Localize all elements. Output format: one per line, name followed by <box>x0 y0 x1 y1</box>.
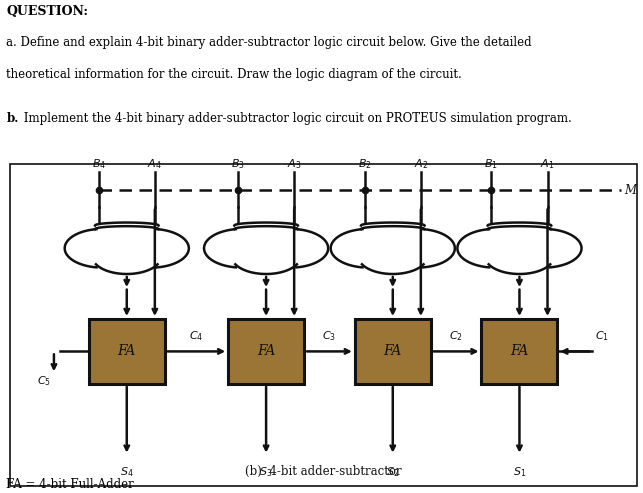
Text: theoretical information for the circuit. Draw the logic diagram of the circuit.: theoretical information for the circuit.… <box>6 68 462 81</box>
Text: $B_3$: $B_3$ <box>231 157 245 171</box>
Text: $C_5$: $C_5$ <box>37 374 51 388</box>
Text: FA: FA <box>257 345 275 358</box>
Bar <box>482 319 557 384</box>
Text: FA: FA <box>118 345 136 358</box>
Text: Implement the 4-bit binary adder-subtractor logic circuit on PROTEUS simulation : Implement the 4-bit binary adder-subtrac… <box>21 112 572 125</box>
Text: $B_1$: $B_1$ <box>484 157 498 171</box>
Text: FA: FA <box>511 345 529 358</box>
Text: $A_3$: $A_3$ <box>287 157 302 171</box>
Text: $B_4$: $B_4$ <box>91 157 106 171</box>
Text: $S_1$: $S_1$ <box>513 465 526 479</box>
Text: M: M <box>624 184 636 197</box>
Text: a. Define and explain 4-bit binary adder-subtractor logic circuit below. Give th: a. Define and explain 4-bit binary adder… <box>6 36 532 49</box>
Text: $C_4$: $C_4$ <box>189 329 204 343</box>
Bar <box>228 319 304 384</box>
Text: $A_2$: $A_2$ <box>413 157 428 171</box>
Text: $C_3$: $C_3$ <box>322 329 336 343</box>
Text: b.: b. <box>6 112 19 125</box>
Text: (b)  4-bit adder-subtractor: (b) 4-bit adder-subtractor <box>245 465 401 478</box>
Bar <box>89 319 165 384</box>
Text: $S_2$: $S_2$ <box>386 465 399 479</box>
Text: QUESTION:: QUESTION: <box>6 5 89 18</box>
Text: $C_2$: $C_2$ <box>449 329 463 343</box>
Text: FA = 4-bit Full-Adder: FA = 4-bit Full-Adder <box>6 478 134 491</box>
Text: $C_1$: $C_1$ <box>595 329 610 343</box>
Text: $S_3$: $S_3$ <box>259 465 273 479</box>
Text: $A_4$: $A_4$ <box>147 157 162 171</box>
Bar <box>355 319 431 384</box>
Text: $S_4$: $S_4$ <box>120 465 134 479</box>
Text: $B_2$: $B_2$ <box>358 157 372 171</box>
Text: $A_1$: $A_1$ <box>540 157 555 171</box>
Text: FA: FA <box>384 345 402 358</box>
